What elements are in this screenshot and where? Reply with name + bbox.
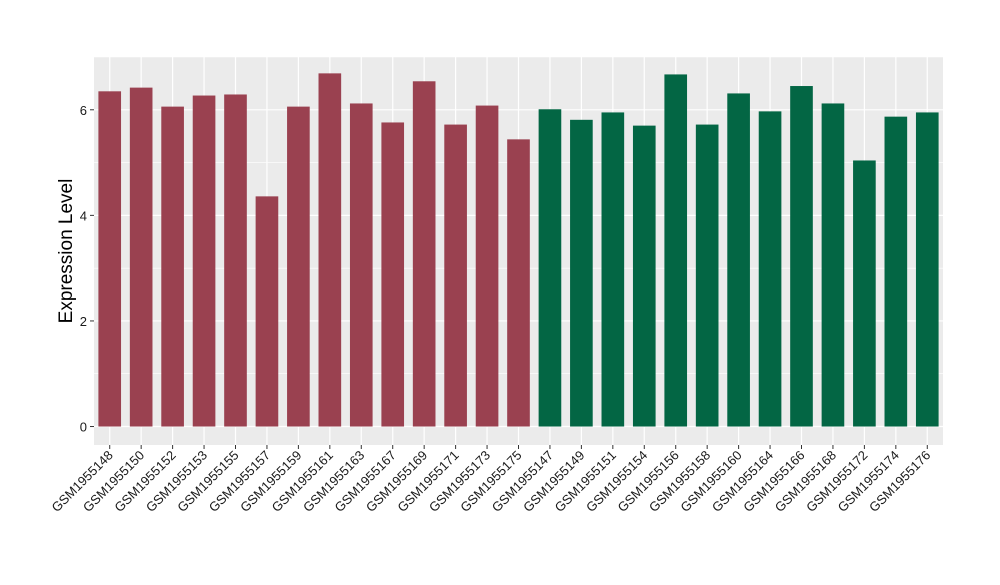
bar-GSM1955157 bbox=[255, 196, 279, 427]
bar-GSM1955158 bbox=[695, 124, 719, 427]
bar-GSM1955164 bbox=[758, 111, 782, 427]
bar-GSM1955151 bbox=[601, 112, 625, 427]
bar-GSM1955163 bbox=[349, 103, 373, 427]
bar-GSM1955175 bbox=[507, 139, 530, 427]
bar-GSM1955171 bbox=[444, 124, 467, 427]
bar-GSM1955160 bbox=[727, 93, 750, 427]
bar-GSM1955150 bbox=[129, 87, 153, 427]
bar-GSM1955153 bbox=[192, 95, 216, 427]
bar-GSM1955154 bbox=[632, 125, 656, 427]
bar-GSM1955156 bbox=[664, 74, 688, 427]
y-tick-label: 4 bbox=[80, 208, 87, 223]
bar-GSM1955161 bbox=[318, 73, 342, 427]
bar-GSM1955174 bbox=[884, 116, 908, 427]
bar-GSM1955172 bbox=[853, 160, 876, 427]
y-axis: 0 2 4 6 bbox=[80, 103, 94, 435]
bar-GSM1955152 bbox=[161, 106, 184, 427]
bar-GSM1955147 bbox=[538, 109, 562, 427]
bar-GSM1955149 bbox=[570, 119, 593, 427]
bar-GSM1955168 bbox=[821, 103, 845, 427]
bar-GSM1955159 bbox=[287, 106, 310, 427]
bar-GSM1955166 bbox=[790, 86, 813, 427]
bar-GSM1955167 bbox=[381, 122, 405, 427]
bar-GSM1955176 bbox=[915, 112, 939, 427]
y-axis-label: Expression Level bbox=[56, 179, 77, 324]
bar-GSM1955173 bbox=[475, 105, 499, 427]
x-axis: GSM1955148GSM1955150GSM1955152GSM1955153… bbox=[49, 445, 933, 515]
bar-GSM1955148 bbox=[98, 91, 122, 427]
y-tick-label: 0 bbox=[80, 420, 87, 435]
bar-GSM1955169 bbox=[412, 81, 436, 427]
bars bbox=[98, 73, 939, 427]
bar-GSM1955155 bbox=[224, 94, 247, 427]
y-tick-label: 6 bbox=[80, 103, 87, 118]
y-tick-label: 2 bbox=[80, 314, 87, 329]
